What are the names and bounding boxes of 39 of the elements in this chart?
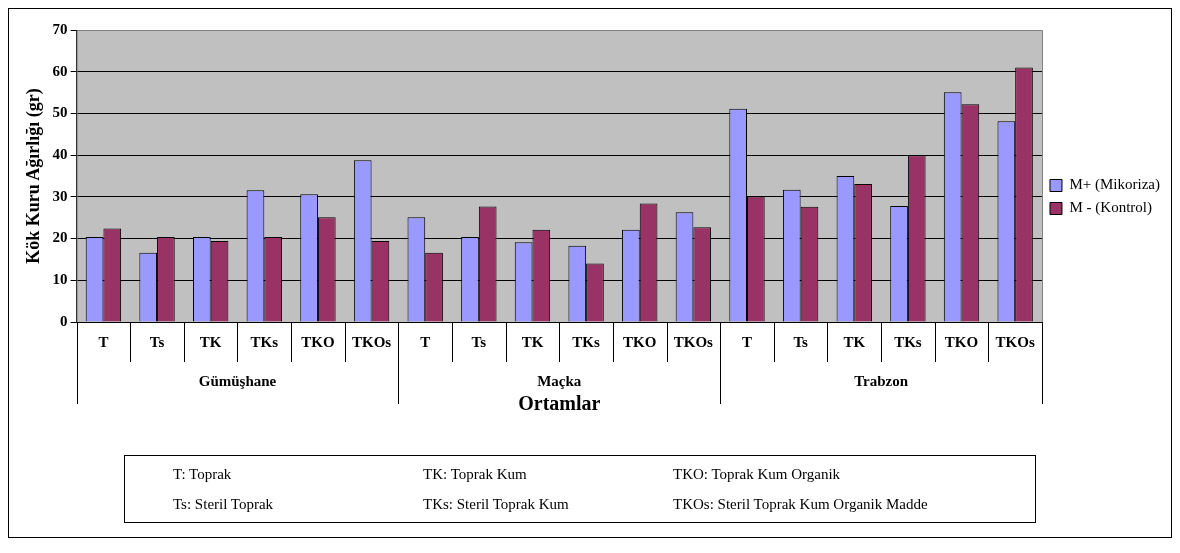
y-tick-label: 20 [52, 229, 68, 246]
y-tick-label: 30 [52, 187, 68, 204]
x-tick-label: TKs [250, 333, 279, 350]
y-tick-label: 40 [52, 146, 68, 163]
x-tick-label: TKs [894, 333, 922, 350]
y-tick-label: 60 [52, 62, 68, 79]
legend-label: M+ (Mikoriza) [1069, 176, 1161, 194]
x-tick-label: TKs [572, 333, 601, 350]
x-tick-label: TK [521, 333, 544, 350]
x-tick-label: Ts [471, 333, 487, 350]
x-tick-label: T [420, 333, 431, 350]
x-tick-label: TK [843, 333, 866, 350]
y-tick-label: 10 [52, 271, 68, 288]
x-tick-label: TKO [944, 333, 979, 350]
y-tick-label: 0 [60, 312, 68, 329]
x-tick-label: T [741, 333, 753, 350]
text: Gümüşhane [198, 372, 277, 389]
x-axis-title: Ortamlar [518, 392, 601, 415]
x-tick-label: TKOs [351, 333, 392, 350]
x-tick-label: TKOs [673, 333, 714, 350]
x-tick-label: TK [199, 333, 222, 350]
text: TK: Toprak Kum [423, 466, 528, 484]
text: TKO: Toprak Kum Organik [673, 466, 842, 484]
y-tick-label: 50 [52, 104, 68, 121]
x-tick-label: Ts [793, 333, 809, 350]
legend-label: M - (Kontrol) [1069, 199, 1152, 217]
text: TKOs: Steril Toprak Kum Organik Madde [673, 496, 929, 514]
text: TKs: Steril Toprak Kum [423, 496, 570, 514]
text: T: Toprak [173, 466, 233, 484]
text: Maçka [537, 372, 582, 389]
y-tick-label: 70 [52, 20, 68, 37]
x-tick-label: TKOs [995, 333, 1035, 350]
y-axis-title: Kök Kuru Ağırlığı (gr) [23, 88, 45, 264]
x-tick-label: TKO [301, 333, 335, 350]
x-tick-label: Ts [149, 333, 165, 350]
x-tick-label: T [98, 333, 109, 350]
text: Trabzon [854, 372, 909, 389]
text: Ts: Steril Toprak [173, 496, 275, 514]
x-tick-label: TKO [623, 333, 657, 350]
